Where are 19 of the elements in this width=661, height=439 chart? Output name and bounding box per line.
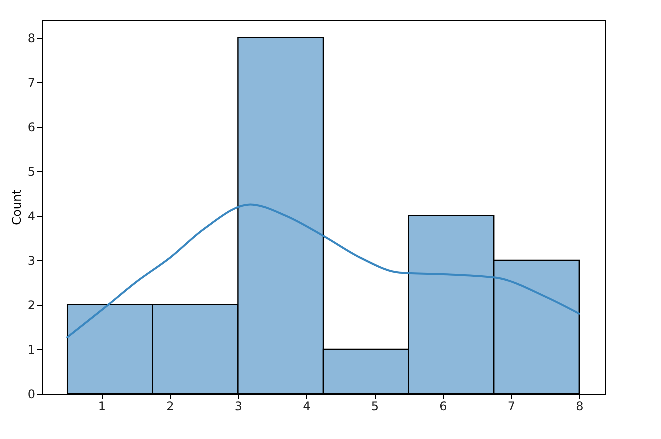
y-tick-label: 3 <box>28 254 36 268</box>
x-tick-label: 7 <box>508 400 516 414</box>
line-series <box>66 204 580 338</box>
y-tick-label: 1 <box>28 342 36 357</box>
y-tick-label: 8 <box>28 31 36 46</box>
y-tick-label: 0 <box>28 388 36 402</box>
x-tick-label: 6 <box>440 400 448 414</box>
y-tick-label: 5 <box>28 164 36 179</box>
y-tick-label: 7 <box>28 76 36 90</box>
y-tick-label: 4 <box>28 209 36 224</box>
x-tick-label: 1 <box>98 400 106 414</box>
y-axis-title: Count <box>10 189 24 226</box>
x-tick-label: 8 <box>576 400 584 414</box>
x-tick-label: 5 <box>371 400 379 414</box>
x-tick-label: 2 <box>166 400 174 414</box>
y-tick-label: 2 <box>28 298 36 312</box>
x-tick-label: 3 <box>234 400 243 414</box>
x-tick-label: 4 <box>303 400 311 414</box>
y-tick-label: 6 <box>28 120 36 134</box>
